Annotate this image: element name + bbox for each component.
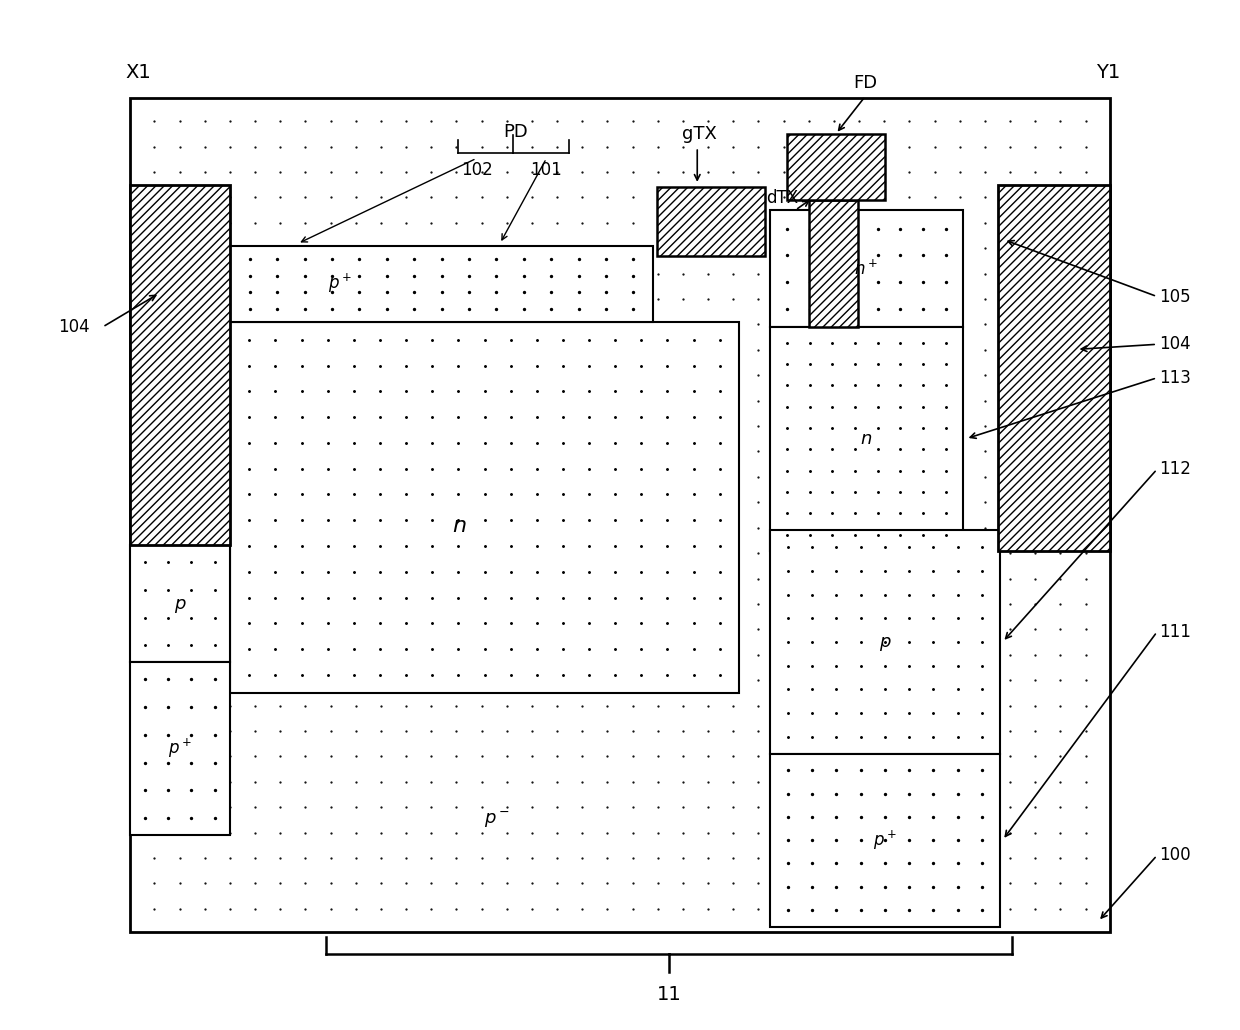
Bar xyxy=(770,754,1001,927)
Text: 104: 104 xyxy=(58,318,91,336)
Text: 105: 105 xyxy=(1159,287,1192,306)
Text: $p^-$: $p^-$ xyxy=(485,810,511,830)
Text: PD: PD xyxy=(503,123,528,141)
Bar xyxy=(129,99,1111,931)
Text: $p^+$: $p^+$ xyxy=(873,828,897,852)
Text: 104: 104 xyxy=(1159,336,1192,353)
Bar xyxy=(231,246,653,322)
Bar xyxy=(129,546,231,662)
Bar xyxy=(129,662,231,835)
Bar xyxy=(129,184,231,546)
Bar xyxy=(657,186,765,255)
Text: 101: 101 xyxy=(531,161,562,178)
Text: dTX: dTX xyxy=(766,188,797,207)
Bar xyxy=(770,210,963,327)
Text: $p^+$: $p^+$ xyxy=(329,272,352,296)
Bar xyxy=(770,530,1001,754)
Text: p: p xyxy=(174,595,186,613)
Text: gTX: gTX xyxy=(682,125,717,143)
Text: 112: 112 xyxy=(1159,460,1192,478)
Text: 113: 113 xyxy=(1159,369,1192,387)
Text: $n^+$: $n^+$ xyxy=(854,259,878,278)
Bar xyxy=(231,322,739,693)
Text: 11: 11 xyxy=(657,985,682,1004)
Text: $p^+$: $p^+$ xyxy=(167,737,192,760)
Text: FD: FD xyxy=(853,74,877,92)
Bar xyxy=(998,184,1111,551)
Text: p: p xyxy=(879,633,890,651)
Text: Y1: Y1 xyxy=(1096,64,1120,82)
Text: n: n xyxy=(453,516,466,536)
Bar xyxy=(808,200,858,327)
Text: X1: X1 xyxy=(126,64,151,82)
Bar xyxy=(786,134,885,200)
Bar xyxy=(770,327,963,551)
Text: 102: 102 xyxy=(461,161,492,178)
Text: n: n xyxy=(861,430,872,448)
Text: 100: 100 xyxy=(1159,847,1192,864)
Text: 111: 111 xyxy=(1159,623,1192,641)
